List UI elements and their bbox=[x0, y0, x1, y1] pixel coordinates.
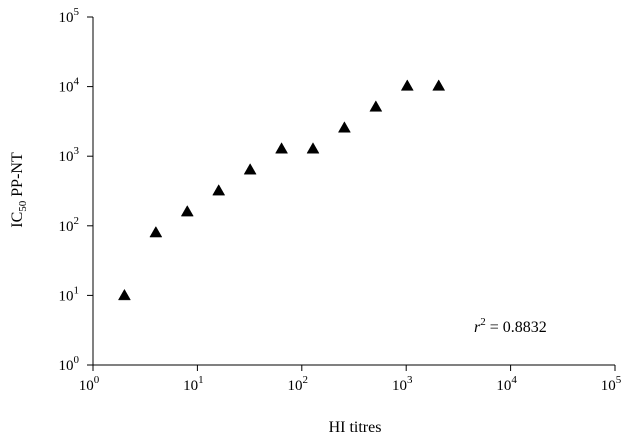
x-tick-label-exponent: 3 bbox=[407, 374, 413, 386]
y-tick-label-0: 100 bbox=[59, 354, 80, 374]
x-tick-label-5: 105 bbox=[601, 374, 622, 394]
y-tick-label-base: 10 bbox=[59, 358, 74, 374]
data-points bbox=[117, 79, 446, 301]
annotation-value: = 0.8832 bbox=[486, 319, 547, 336]
y-tick-label-3: 103 bbox=[59, 145, 80, 165]
x-tick-label-2: 102 bbox=[288, 374, 309, 394]
data-point-3 bbox=[212, 184, 226, 196]
data-point-0 bbox=[117, 288, 131, 301]
y-axis-title-rest: PP-NT bbox=[9, 152, 26, 201]
y-axis-title-main: IC bbox=[9, 212, 26, 228]
data-point-7 bbox=[337, 121, 351, 133]
axis-labels: HI titres IC50 PP-NT r2 = 0.8832 bbox=[9, 152, 547, 436]
y-tick-label-exponent: 4 bbox=[74, 76, 80, 88]
x-tick-label-base: 10 bbox=[392, 378, 407, 394]
y-tick-label-base: 10 bbox=[59, 219, 74, 235]
y-tick-label-2: 102 bbox=[59, 215, 80, 235]
y-tick-label-1: 101 bbox=[59, 284, 80, 304]
x-tick-label-exponent: 2 bbox=[303, 374, 309, 386]
y-tick-label-exponent: 0 bbox=[74, 354, 80, 366]
data-point-5 bbox=[275, 142, 288, 154]
y-tick-label-base: 10 bbox=[59, 149, 74, 165]
y-tick-label-base: 10 bbox=[59, 10, 74, 26]
annotation-exponent: 2 bbox=[480, 316, 486, 328]
data-point-1 bbox=[149, 226, 163, 238]
x-tick-label-exponent: 0 bbox=[94, 374, 100, 386]
y-tick-label-exponent: 5 bbox=[74, 6, 80, 18]
y-tick-label-exponent: 2 bbox=[74, 215, 80, 227]
y-tick-label-exponent: 3 bbox=[74, 145, 80, 157]
x-tick-label-0: 100 bbox=[79, 374, 100, 394]
y-tick-label-5: 105 bbox=[59, 6, 80, 26]
r-squared-annotation: r2 = 0.8832 bbox=[474, 316, 547, 336]
y-axis-title: IC50 PP-NT bbox=[9, 152, 29, 228]
y-tick-label-exponent: 1 bbox=[74, 284, 80, 296]
y-tick-label-base: 10 bbox=[59, 288, 74, 304]
x-tick-label-exponent: 4 bbox=[511, 374, 517, 386]
y-tick-label-base: 10 bbox=[59, 80, 74, 96]
x-tick-label-exponent: 1 bbox=[198, 374, 204, 386]
data-point-8 bbox=[369, 100, 383, 112]
y-axis-title-subscript: 50 bbox=[17, 200, 29, 212]
x-tick-label-base: 10 bbox=[183, 378, 198, 394]
x-axis-title: HI titres bbox=[329, 419, 382, 436]
x-tick-label-base: 10 bbox=[288, 378, 303, 394]
x-tick-label-base: 10 bbox=[601, 378, 616, 394]
data-point-2 bbox=[180, 205, 194, 217]
x-tick-label-exponent: 5 bbox=[616, 374, 622, 386]
x-tick-label-base: 10 bbox=[79, 378, 94, 394]
x-tick-label-4: 104 bbox=[496, 374, 517, 394]
data-point-9 bbox=[400, 79, 414, 91]
data-point-10 bbox=[432, 79, 446, 91]
y-tick-label-4: 104 bbox=[59, 76, 80, 96]
x-tick-label-base: 10 bbox=[496, 378, 511, 394]
annotation-variable: r bbox=[474, 319, 481, 336]
data-point-4 bbox=[243, 163, 257, 175]
x-tick-label-3: 103 bbox=[392, 374, 413, 394]
data-point-6 bbox=[306, 142, 320, 154]
x-tick-label-1: 101 bbox=[183, 374, 204, 394]
